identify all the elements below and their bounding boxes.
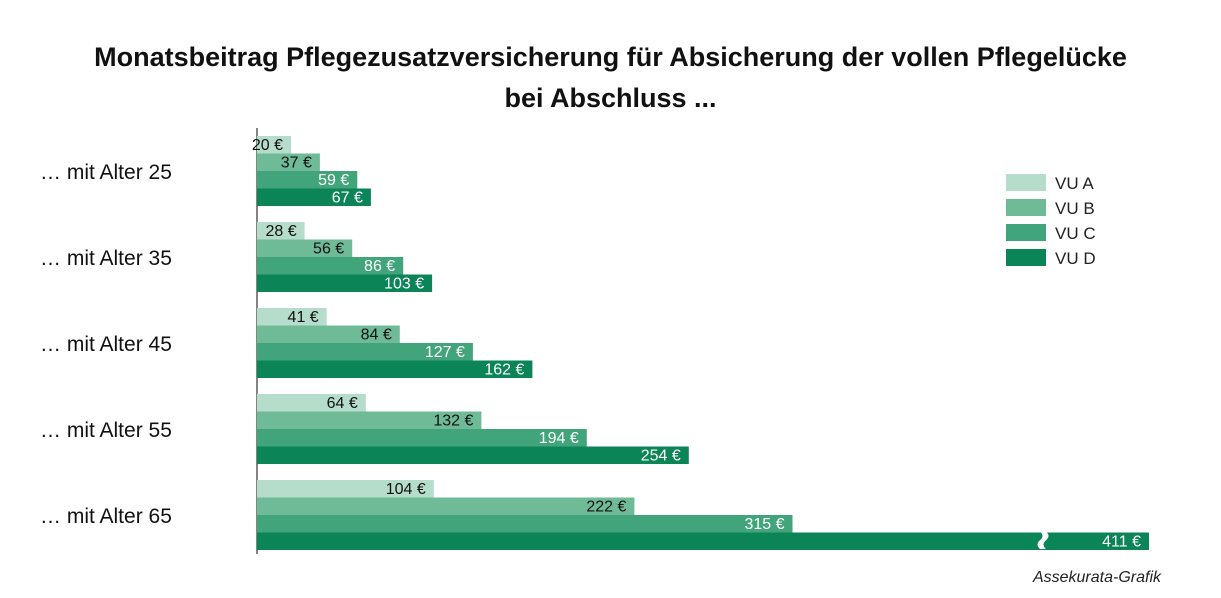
- category-label: … mit Alter 25: [40, 161, 172, 184]
- category-label: … mit Alter 45: [40, 333, 172, 356]
- data-label: 411 €: [1102, 534, 1141, 551]
- legend-label: VU D: [1055, 249, 1096, 268]
- data-label: 20 €: [252, 137, 283, 154]
- data-label: 86 €: [364, 258, 395, 275]
- data-label: 59 €: [318, 172, 349, 189]
- data-label: 37 €: [281, 155, 312, 172]
- legend-swatch: [1006, 224, 1046, 241]
- legend-swatch: [1006, 199, 1046, 216]
- bar: [257, 239, 353, 257]
- bar: [257, 188, 371, 206]
- data-label: 103 €: [384, 276, 424, 293]
- data-label: 194 €: [539, 430, 579, 447]
- data-label: 254 €: [641, 448, 681, 465]
- category-label: … mit Alter 55: [40, 419, 172, 442]
- bar: [257, 429, 587, 447]
- bar: [257, 343, 473, 361]
- data-label: 315 €: [744, 516, 784, 533]
- data-label: 162 €: [484, 362, 524, 379]
- bar: [257, 360, 533, 378]
- bar: [257, 480, 434, 498]
- data-label: 104 €: [386, 481, 426, 498]
- chart-subtitle: bei Abschluss ...: [504, 83, 717, 113]
- legend-swatch: [1006, 249, 1046, 266]
- legend-label: VU B: [1055, 199, 1095, 218]
- data-label: 56 €: [313, 241, 344, 258]
- bar: [257, 497, 635, 515]
- bar: [257, 308, 327, 326]
- data-label: 222 €: [586, 499, 626, 516]
- data-label: 41 €: [288, 309, 319, 326]
- bar: [257, 136, 291, 154]
- data-label: 28 €: [265, 223, 296, 240]
- bar: [257, 515, 793, 533]
- data-label: 64 €: [327, 395, 358, 412]
- legend-swatch: [1006, 174, 1046, 191]
- bar: [257, 446, 689, 464]
- category-label: … mit Alter 35: [40, 247, 172, 270]
- bar: [257, 222, 305, 240]
- chart-title: Monatsbeitrag Pflegezusatzversicherung f…: [94, 42, 1127, 72]
- data-label: 67 €: [332, 190, 363, 207]
- bar: [257, 532, 1149, 550]
- category-label: … mit Alter 65: [40, 505, 172, 528]
- bar: [257, 153, 320, 171]
- bar: [257, 274, 433, 292]
- data-label: 127 €: [425, 344, 465, 361]
- data-label: 84 €: [361, 327, 392, 344]
- chart-credit: Assekurata-Grafik: [1032, 569, 1161, 586]
- legend-label: VU A: [1055, 174, 1094, 193]
- legend-label: VU C: [1055, 224, 1096, 243]
- axis-break-marker: [1037, 531, 1049, 549]
- bar: [257, 325, 400, 343]
- bar: [257, 394, 366, 412]
- bar: [257, 171, 358, 189]
- bar: [257, 411, 482, 429]
- data-label: 132 €: [433, 413, 473, 430]
- bar: [257, 257, 404, 275]
